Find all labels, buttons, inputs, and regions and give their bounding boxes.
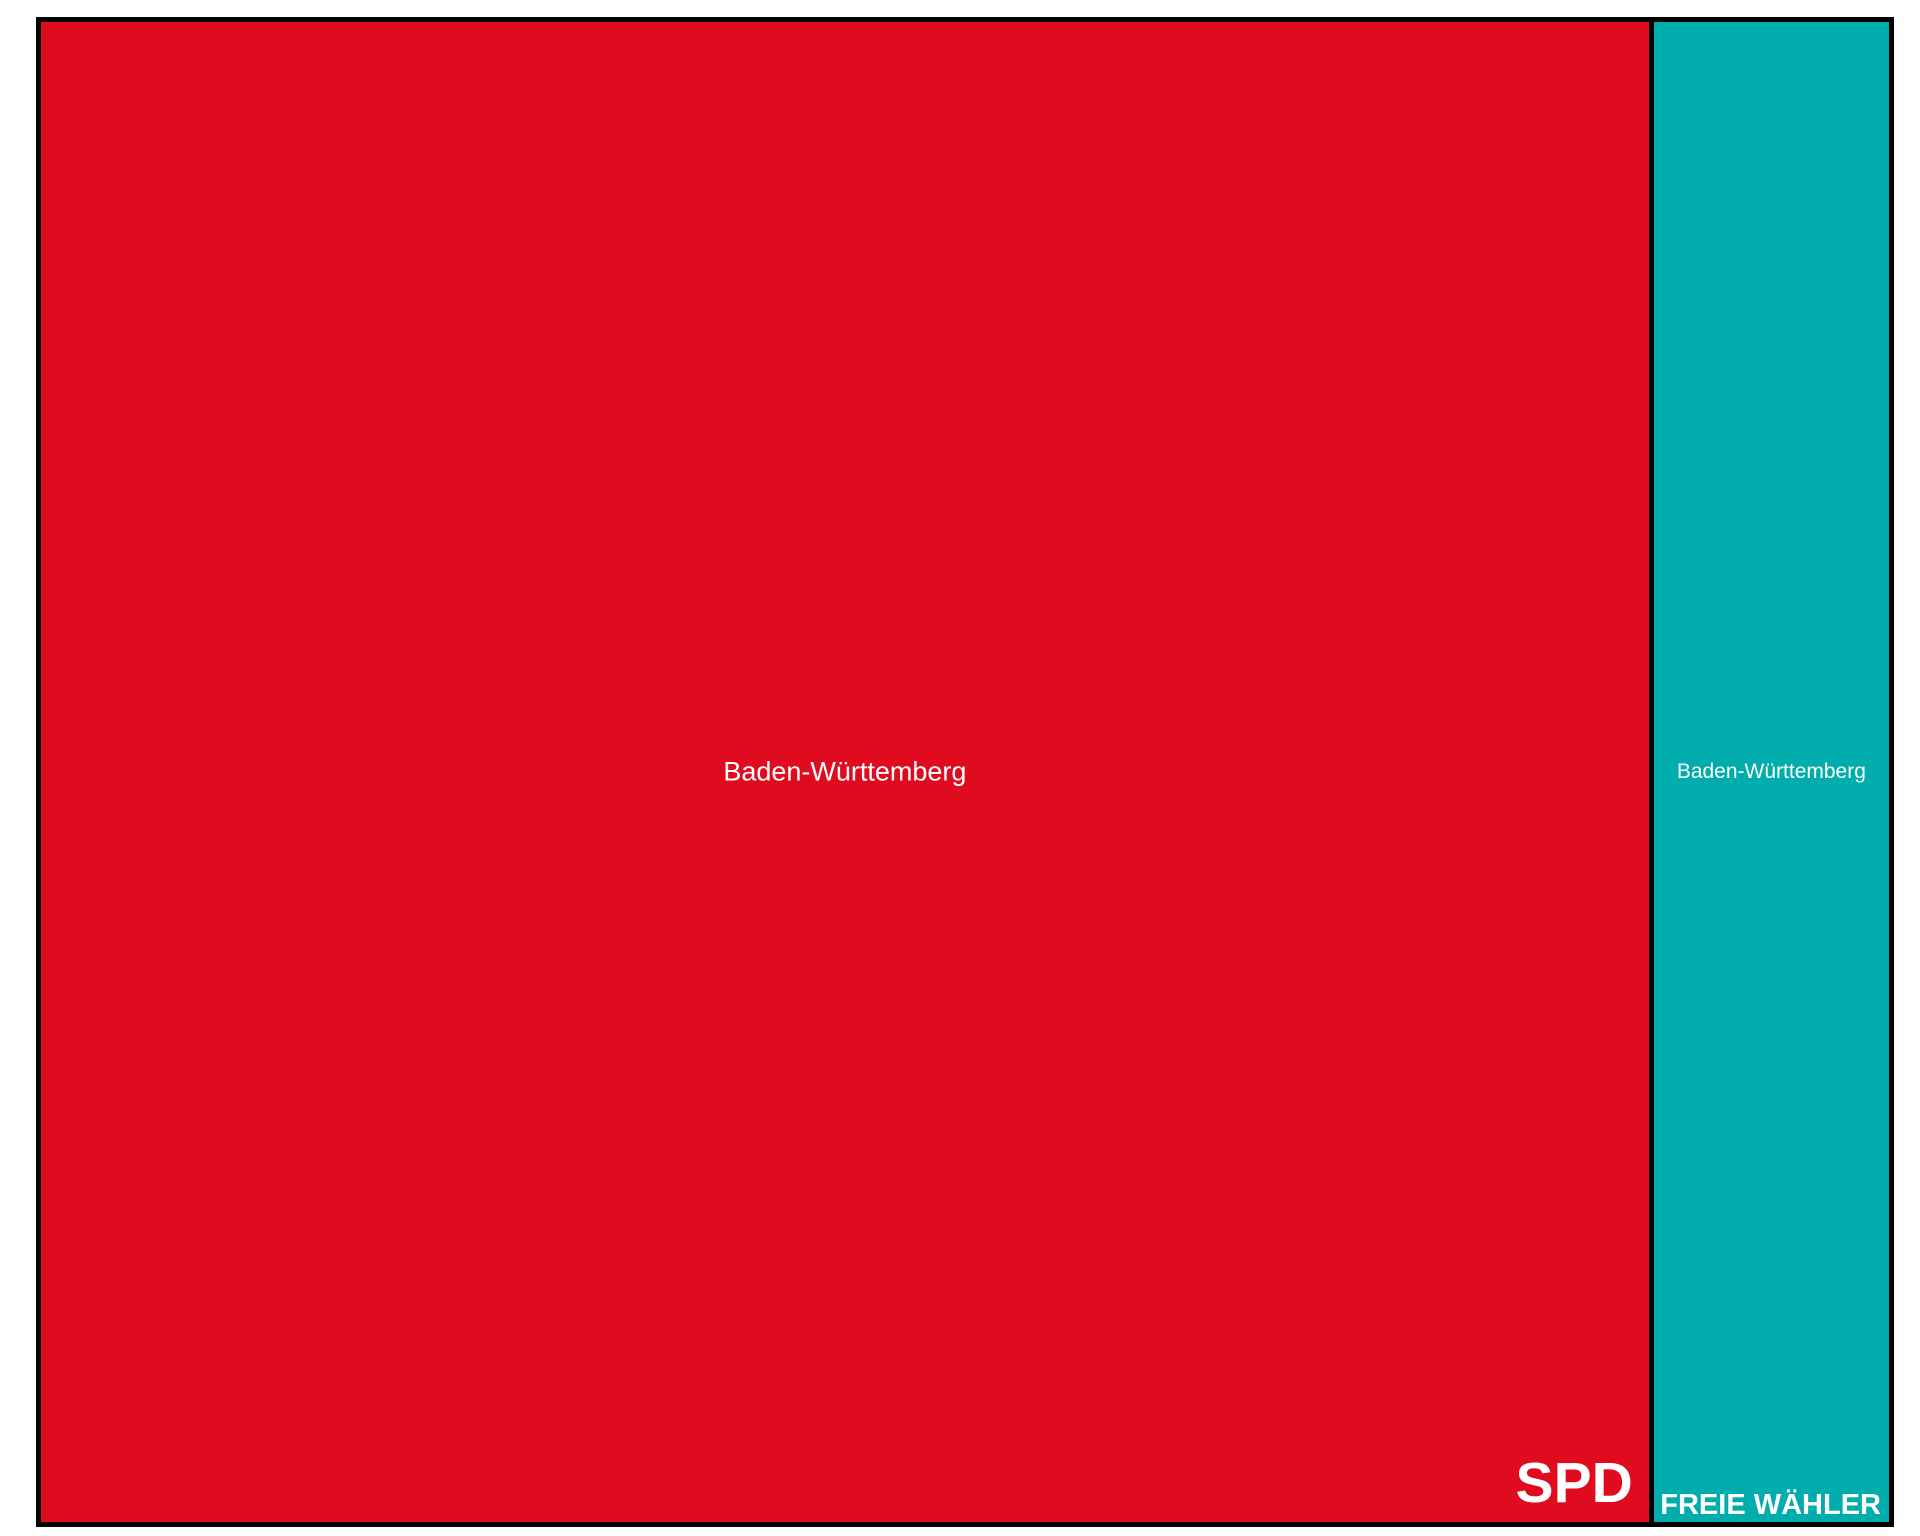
treemap-chart: Baden-Württemberg SPD Baden-Württemberg … bbox=[36, 17, 1894, 1527]
group-label-spd: SPD bbox=[1515, 1451, 1633, 1515]
treemap-tile-freie-waehler: Baden-Württemberg FREIE WÄHLER bbox=[1648, 22, 1889, 1522]
group-label-freie-waehler: FREIE WÄHLER bbox=[1660, 1489, 1881, 1521]
tile-label-freie-waehler: Baden-Württemberg bbox=[1676, 760, 1866, 783]
tile-label-spd: Baden-Württemberg bbox=[723, 756, 967, 787]
treemap-tile-spd: Baden-Württemberg SPD bbox=[41, 22, 1649, 1522]
